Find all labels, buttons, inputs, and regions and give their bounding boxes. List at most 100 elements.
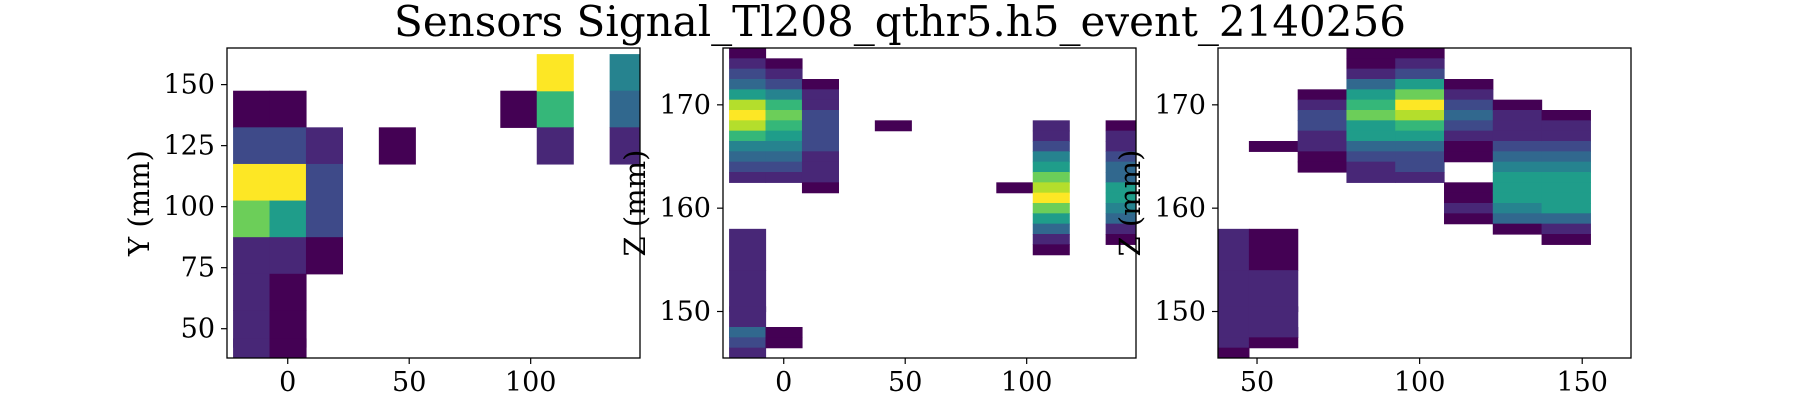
y-axis-label: Z (mm): [618, 150, 652, 257]
heatmap-cell: [1492, 203, 1543, 214]
heatmap-cell: [765, 68, 803, 80]
heatmap-cells: [233, 54, 640, 358]
axes-frame: [722, 47, 1137, 359]
heatmap-cell: [1346, 48, 1396, 59]
heatmap-cell: [1297, 89, 1348, 101]
heatmap-cell: [1346, 141, 1396, 152]
heatmap-cell: [1032, 244, 1070, 256]
heatmap-cell: [1218, 337, 1250, 349]
heatmap-cell: [378, 127, 416, 165]
axes-frame: [226, 47, 641, 359]
heatmap-cell: [765, 120, 803, 132]
heatmap-cell: [729, 347, 767, 358]
heatmap-cell: [536, 54, 574, 92]
heatmap-cell: [1105, 213, 1136, 225]
heatmap-cell: [536, 127, 574, 165]
heatmap-cell: [1492, 182, 1543, 194]
heatmap-cell: [1032, 234, 1070, 245]
heatmap-cell: [1032, 141, 1070, 152]
heatmap-cell: [801, 99, 839, 111]
heatmap-cell: [1541, 161, 1591, 173]
heatmap-cell: [729, 270, 767, 313]
heatmap-cell: [1105, 151, 1136, 163]
heatmap-cell: [1541, 182, 1591, 194]
heatmap-cell: [1541, 234, 1591, 245]
heatmap-cell: [1248, 270, 1299, 313]
heatmap-cell: [765, 79, 803, 90]
heatmap-cell: [1492, 99, 1543, 111]
heatmap-cell: [1395, 110, 1445, 121]
heatmap-cell: [1444, 89, 1494, 101]
heatmap-cell: [1346, 161, 1396, 173]
heatmap-cell: [1395, 89, 1445, 101]
x-tick-label: 50: [888, 367, 922, 398]
heatmap-cell: [729, 120, 767, 132]
heatmap-cell: [729, 99, 767, 111]
heatmap-cell: [765, 172, 803, 183]
heatmap-cell: [269, 273, 307, 312]
heatmap-cell: [1218, 228, 1250, 271]
heatmap-cell: [1395, 172, 1445, 183]
heatmap-cell: [801, 89, 839, 101]
heatmap-cell: [729, 89, 767, 101]
heatmap-cell: [233, 237, 271, 275]
heatmap-cell: [801, 79, 839, 90]
heatmap-cell: [729, 68, 767, 80]
heatmap-cell: [1395, 79, 1445, 90]
heatmap-cell: [233, 200, 271, 238]
y-tick-label: 170: [659, 90, 711, 121]
x-tick-label: 50: [1240, 367, 1274, 398]
x-tick-label: 100: [1394, 367, 1446, 398]
heatmap-cell: [729, 58, 767, 70]
y-tick-label: 160: [659, 193, 711, 224]
heatmap-cells: [1218, 48, 1591, 358]
heatmap-cell: [1492, 172, 1543, 183]
heatmap-cell: [233, 338, 271, 358]
heatmap-cell: [729, 48, 767, 59]
heatmap-cell: [1032, 182, 1070, 194]
heatmap-cell: [609, 90, 640, 128]
heatmap-cell: [1444, 141, 1494, 152]
heatmap-cell: [1248, 327, 1299, 338]
heatmap-cell: [1444, 130, 1494, 142]
y-tick-label: 170: [1154, 90, 1206, 121]
heatmap-cell: [729, 110, 767, 121]
heatmap-cell: [1105, 203, 1136, 214]
heatmap-cell: [1492, 223, 1543, 235]
panels: 0 50 100 50 75 100 125 150 Y (mm) 0 50 100 150 160 170…: [122, 47, 1632, 398]
heatmap-cell: [1346, 172, 1396, 183]
heatmap-cell: [1444, 213, 1494, 225]
heatmap-cell: [1541, 172, 1591, 183]
heatmap-cell: [1444, 192, 1494, 204]
x-tick-label: 100: [505, 367, 557, 398]
heatmap-cell: [1105, 172, 1136, 183]
heatmap-cell: [305, 127, 343, 165]
heatmap-cell: [1105, 182, 1136, 194]
heatmap-panel-1: 0 50 100 50 75 100 125 150 Y (mm): [122, 47, 641, 398]
heatmap-cell: [1105, 192, 1136, 204]
y-axis-label: Y (mm): [122, 150, 156, 257]
x-tick-label: 100: [1001, 367, 1053, 398]
heatmap-cell: [1541, 141, 1591, 152]
heatmap-cell: [269, 163, 307, 202]
y-tick-label: 150: [1154, 297, 1206, 328]
heatmap-cell: [765, 151, 803, 163]
heatmap-cell: [1218, 270, 1250, 313]
heatmap-cell: [1346, 110, 1396, 121]
heatmap-cell: [801, 161, 839, 173]
heatmap-cell: [1444, 203, 1494, 214]
heatmap-cell: [1492, 192, 1543, 204]
heatmap-cell: [269, 200, 307, 238]
y-tick-label: 75: [181, 253, 215, 284]
heatmap-cell: [765, 141, 803, 152]
heatmap-cell: [729, 79, 767, 90]
heatmap-cell: [1105, 234, 1136, 245]
heatmap-cell: [1346, 89, 1396, 101]
heatmap-cell: [1105, 130, 1136, 142]
x-tick-label: 0: [279, 367, 296, 398]
heatmap-cell: [1492, 161, 1543, 173]
heatmap-cell: [1032, 151, 1070, 163]
heatmap-cell: [269, 338, 307, 358]
heatmap-cell: [1492, 110, 1543, 121]
heatmap-cell: [1492, 130, 1543, 142]
